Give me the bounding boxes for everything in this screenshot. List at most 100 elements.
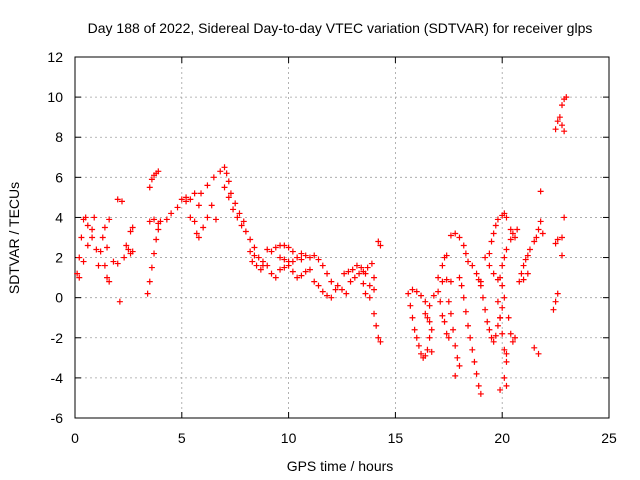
data-point: [373, 322, 380, 329]
data-point: [452, 342, 459, 349]
data-point: [125, 246, 132, 253]
data-point: [486, 326, 493, 333]
data-point: [285, 258, 292, 265]
data-point: [277, 254, 284, 261]
data-point: [426, 318, 433, 325]
data-point: [151, 216, 158, 223]
data-point: [422, 298, 429, 305]
data-point: [559, 122, 566, 129]
data-point: [439, 278, 446, 285]
data-point: [332, 286, 339, 293]
data-point: [522, 256, 529, 263]
data-point: [477, 390, 484, 397]
data-point: [479, 294, 486, 301]
series-arc-29: [447, 230, 484, 285]
y-tick-label: 2: [55, 250, 63, 266]
data-point: [281, 242, 288, 249]
data-point: [151, 250, 158, 257]
data-point: [163, 216, 170, 223]
y-tick-label: 0: [55, 290, 63, 306]
data-point: [456, 234, 463, 241]
data-point: [537, 188, 544, 195]
data-point: [460, 294, 467, 301]
data-point: [456, 274, 463, 281]
data-point: [76, 274, 83, 281]
data-point: [424, 346, 431, 353]
data-point: [80, 258, 87, 265]
data-point: [492, 222, 499, 229]
data-point: [204, 214, 211, 221]
data-point: [155, 220, 162, 227]
data-point: [358, 264, 365, 271]
data-point: [430, 292, 437, 299]
data-point: [439, 262, 446, 269]
data-point: [458, 282, 465, 289]
data-point: [106, 278, 113, 285]
data-point: [302, 252, 309, 259]
data-point: [503, 246, 510, 253]
data-point: [315, 282, 322, 289]
y-axis-label: SDTVAR / TECUs: [6, 182, 22, 294]
data-point: [512, 334, 519, 341]
data-point: [503, 382, 510, 389]
data-point: [285, 244, 292, 251]
data-point: [559, 234, 566, 241]
series-arc-09: [183, 198, 219, 241]
data-point: [84, 242, 91, 249]
data-point: [195, 234, 202, 241]
data-point: [435, 274, 442, 281]
data-point: [450, 326, 457, 333]
series-arc-31: [477, 282, 508, 345]
data-point: [148, 264, 155, 271]
data-point: [503, 214, 510, 221]
data-point: [552, 298, 559, 305]
series-arc-11: [221, 184, 245, 229]
data-point: [294, 274, 301, 281]
data-point: [520, 276, 527, 283]
data-point: [443, 276, 450, 283]
data-point: [191, 218, 198, 225]
data-point: [362, 290, 369, 297]
series-arc-15: [277, 254, 305, 273]
data-point: [251, 252, 258, 259]
data-point: [454, 354, 461, 361]
data-point: [89, 234, 96, 241]
data-point: [524, 252, 531, 259]
series-arc-34: [482, 254, 506, 289]
data-point: [324, 292, 331, 299]
data-point: [494, 216, 501, 223]
data-point: [311, 252, 318, 259]
series-arc-36: [503, 314, 519, 357]
data-point: [418, 292, 425, 299]
data-point: [443, 330, 450, 337]
data-point: [526, 246, 533, 253]
ticks-layer: 0 5 10 15 20 25 -6 -4 -2 0 2 4 6 8 10 12: [47, 49, 617, 446]
data-point: [153, 236, 160, 243]
data-point: [445, 334, 452, 341]
data-point: [146, 278, 153, 285]
data-point: [319, 288, 326, 295]
data-point: [482, 254, 489, 261]
data-point: [486, 250, 493, 257]
data-point: [362, 270, 369, 277]
data-point: [516, 278, 523, 285]
data-point: [289, 248, 296, 255]
data-point: [334, 282, 341, 289]
data-point: [289, 268, 296, 275]
y-tick-label: -4: [51, 370, 64, 386]
data-point: [509, 338, 516, 345]
data-point: [195, 202, 202, 209]
data-point: [84, 222, 91, 229]
series-arc-23: [405, 286, 433, 309]
series-arc-22: [371, 238, 384, 345]
grid-layer: [75, 57, 609, 418]
data-point: [99, 234, 106, 241]
points-layer: [74, 94, 570, 397]
series-arc-24: [407, 302, 431, 361]
series-arc-03: [95, 216, 113, 285]
data-point: [236, 210, 243, 217]
data-point: [501, 210, 508, 217]
data-point: [561, 128, 568, 135]
data-point: [371, 274, 378, 281]
